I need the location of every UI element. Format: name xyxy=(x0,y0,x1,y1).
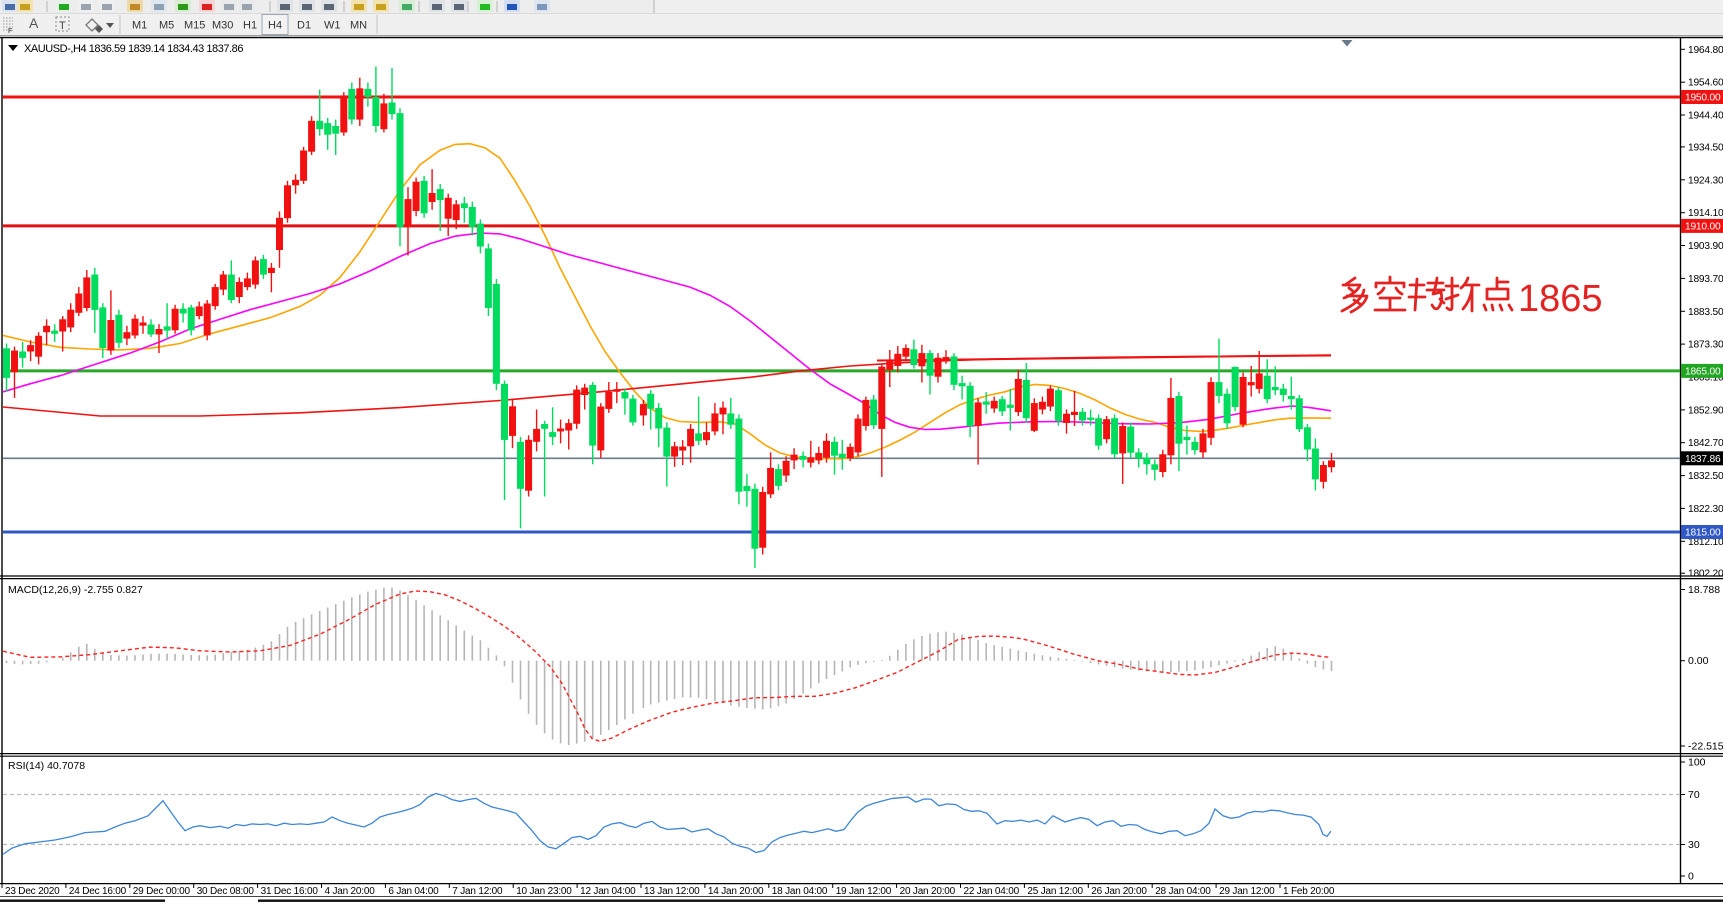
svg-text:1812.10: 1812.10 xyxy=(1688,537,1723,548)
svg-text:0: 0 xyxy=(1688,871,1694,883)
svg-text:1914.10: 1914.10 xyxy=(1688,208,1723,219)
svg-text:-22.515: -22.515 xyxy=(1688,741,1723,753)
svg-text:1954.60: 1954.60 xyxy=(1688,78,1723,89)
svg-text:30 Dec 08:00: 30 Dec 08:00 xyxy=(197,886,255,897)
svg-text:1865: 1865 xyxy=(1518,278,1603,320)
svg-text:M30: M30 xyxy=(212,20,233,32)
svg-text:RSI(14) 40.7078: RSI(14) 40.7078 xyxy=(8,760,85,772)
svg-text:1903.90: 1903.90 xyxy=(1688,241,1723,252)
svg-text:T: T xyxy=(59,20,66,32)
svg-text:1873.30: 1873.30 xyxy=(1688,340,1723,351)
svg-text:M15: M15 xyxy=(184,20,205,32)
svg-text:1802.20: 1802.20 xyxy=(1688,569,1723,580)
svg-text:1 Feb 20:00: 1 Feb 20:00 xyxy=(1283,886,1335,897)
svg-text:25 Jan 12:00: 25 Jan 12:00 xyxy=(1027,886,1083,897)
svg-text:23 Dec 2020: 23 Dec 2020 xyxy=(5,886,60,897)
svg-text:14 Jan 20:00: 14 Jan 20:00 xyxy=(708,886,764,897)
svg-text:1893.70: 1893.70 xyxy=(1688,274,1723,285)
svg-text:18 Jan 04:00: 18 Jan 04:00 xyxy=(772,886,828,897)
svg-text:6 Jan 04:00: 6 Jan 04:00 xyxy=(388,886,439,897)
svg-text:18.788: 18.788 xyxy=(1688,584,1720,596)
svg-text:28 Jan 04:00: 28 Jan 04:00 xyxy=(1155,886,1211,897)
svg-text:20 Jan 20:00: 20 Jan 20:00 xyxy=(900,886,956,897)
svg-text:1865.00: 1865.00 xyxy=(1685,366,1721,377)
svg-text:1815.00: 1815.00 xyxy=(1685,528,1721,539)
svg-text:M1: M1 xyxy=(132,20,147,32)
svg-text:MN: MN xyxy=(350,20,367,32)
svg-text:1837.86: 1837.86 xyxy=(1685,454,1721,465)
svg-text:13 Jan 12:00: 13 Jan 12:00 xyxy=(644,886,700,897)
svg-text:1944.40: 1944.40 xyxy=(1688,111,1723,122)
svg-text:M5: M5 xyxy=(159,20,174,32)
svg-text:D1: D1 xyxy=(297,20,311,32)
svg-text:31 Dec 16:00: 31 Dec 16:00 xyxy=(261,886,319,897)
svg-text:1883.50: 1883.50 xyxy=(1688,307,1723,318)
svg-text:1842.70: 1842.70 xyxy=(1688,438,1723,449)
svg-text:26 Jan 20:00: 26 Jan 20:00 xyxy=(1091,886,1147,897)
svg-text:0.00: 0.00 xyxy=(1688,655,1709,667)
svg-text:30: 30 xyxy=(1688,839,1700,851)
svg-text:H1: H1 xyxy=(243,20,257,32)
svg-text:1863.10: 1863.10 xyxy=(1688,373,1723,384)
svg-text:1832.50: 1832.50 xyxy=(1688,471,1723,482)
svg-text:1934.50: 1934.50 xyxy=(1688,142,1723,153)
svg-text:A: A xyxy=(29,15,39,31)
svg-text:24 Dec 16:00: 24 Dec 16:00 xyxy=(69,886,127,897)
svg-text:MACD(12,26,9) -2.755 0.827: MACD(12,26,9) -2.755 0.827 xyxy=(8,584,143,596)
svg-text:7 Jan 12:00: 7 Jan 12:00 xyxy=(452,886,503,897)
svg-text:100: 100 xyxy=(1688,757,1706,769)
svg-text:1950.00: 1950.00 xyxy=(1685,93,1721,104)
svg-text:XAUUSD-,H4 1836.59 1839.14 18: XAUUSD-,H4 1836.59 1839.14 1834.43 1837.… xyxy=(24,43,243,55)
svg-text:H4: H4 xyxy=(268,20,282,32)
svg-text:1964.80: 1964.80 xyxy=(1688,45,1723,56)
svg-text:1910.00: 1910.00 xyxy=(1685,221,1721,232)
svg-text:1924.30: 1924.30 xyxy=(1688,175,1723,186)
svg-text:F: F xyxy=(8,28,12,35)
svg-text:22 Jan 04:00: 22 Jan 04:00 xyxy=(964,886,1020,897)
svg-text:29 Dec 00:00: 29 Dec 00:00 xyxy=(133,886,191,897)
svg-text:4 Jan 20:00: 4 Jan 20:00 xyxy=(325,886,376,897)
svg-text:1852.90: 1852.90 xyxy=(1688,405,1723,416)
svg-text:29 Jan 12:00: 29 Jan 12:00 xyxy=(1219,886,1275,897)
svg-text:12 Jan 04:00: 12 Jan 04:00 xyxy=(580,886,636,897)
svg-text:W1: W1 xyxy=(324,20,341,32)
svg-text:19 Jan 12:00: 19 Jan 12:00 xyxy=(836,886,892,897)
svg-text:1822.30: 1822.30 xyxy=(1688,504,1723,515)
svg-text:70: 70 xyxy=(1688,789,1700,801)
svg-text:10 Jan 23:00: 10 Jan 23:00 xyxy=(516,886,572,897)
